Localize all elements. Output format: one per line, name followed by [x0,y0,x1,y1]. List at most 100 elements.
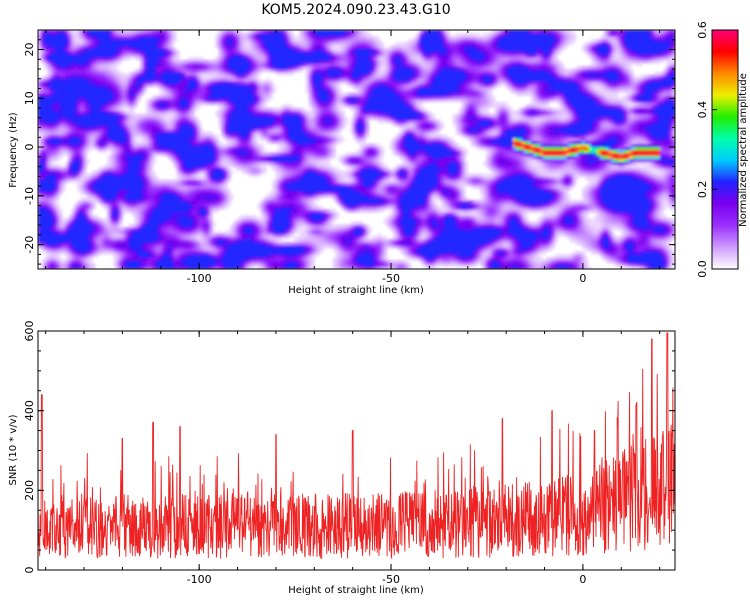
heatmap-cell [668,191,673,195]
heatmap-cell [278,209,282,213]
heatmap-cell [467,248,472,252]
heatmap-cell [518,257,523,261]
heatmap-cell [71,263,75,267]
heatmap-cell [101,239,105,243]
heatmap-cell [611,242,616,246]
heatmap-cell [491,209,496,213]
heatmap-cell [614,260,619,264]
heatmap-cell [647,194,652,198]
heatmap-cell [644,248,649,252]
heatmap-cell [284,266,288,269]
heatmap-cell [89,257,93,261]
heatmap-cell [368,230,373,234]
heatmap-cell [353,227,358,231]
heatmap-cell [578,227,583,231]
heatmap-cell [344,251,349,255]
heatmap-cell [314,191,319,195]
heatmap-cell [656,206,661,210]
heatmap-cell [260,257,264,261]
heatmap-cell [392,203,397,207]
heatmap-cell [647,206,652,210]
heatmap-cell [269,251,273,255]
heatmap-cell [626,221,631,225]
heatmap-cell [182,206,186,210]
heatmap-cell [551,194,556,198]
heatmap-cell [356,239,361,243]
heatmap-cell [425,242,430,246]
heatmap-cell [551,218,556,222]
heatmap-cell [194,194,198,198]
heatmap-cell [644,218,649,222]
heatmap-cell [206,194,210,198]
heatmap-cell [578,215,583,219]
heatmap-cell [161,254,165,258]
heatmap-cell [206,248,210,252]
heatmap-cell [641,242,646,246]
heatmap-cell [77,206,81,210]
heatmap-cell [542,242,547,246]
heatmap-cell [182,224,186,228]
heatmap-cell [461,245,466,249]
heatmap-cell [461,197,466,201]
heatmap-cell [458,260,463,264]
heatmap-cell [650,236,655,240]
heatmap-cell [389,221,394,225]
heatmap-cell [623,218,628,222]
heatmap-cell [245,224,249,228]
heatmap-cell [353,251,358,255]
heatmap-cell [107,191,111,195]
heatmap-cell [389,206,394,210]
heatmap-cell [458,248,463,252]
heatmap-cell [209,227,213,231]
heatmap-cell [512,203,517,207]
heatmap-cell [245,218,249,222]
heatmap-cell [605,251,610,255]
heatmap-cell [620,236,625,240]
heatmap-cell [455,200,460,204]
heatmap-cell [74,245,78,249]
heatmap-cell [62,221,66,225]
heatmap-cell [431,209,436,213]
heatmap-cell [296,218,301,222]
heatmap-cell [197,230,201,234]
heatmap-cell [596,191,601,195]
heatmap-cell [410,245,415,249]
heatmap-cell [308,224,313,228]
heatmap-cell [611,227,616,231]
heatmap-cell [635,197,640,201]
heatmap-cell [314,233,319,237]
heatmap-cell [527,203,532,207]
heatmap-cell [77,227,81,231]
heatmap-cell [332,263,337,267]
heatmap-cell [365,254,370,258]
heatmap-cell [635,212,640,216]
heatmap-cell [356,251,361,255]
heatmap-cell [311,236,316,240]
heatmap-cell [308,230,313,234]
heatmap-cell [299,236,304,240]
heatmap-cell [608,257,613,261]
heatmap-cell [365,194,370,198]
heatmap-cell [56,263,60,267]
heatmap-cell [440,209,445,213]
heatmap-cell [461,254,466,258]
heatmap-cell [188,257,192,261]
heatmap-cell [218,236,222,240]
heatmap-cell [434,242,439,246]
heatmap-cell [395,194,400,198]
heatmap-cell [251,251,255,255]
heatmap-cell [578,266,583,269]
heatmap-cell [398,248,403,252]
heatmap-cell [188,188,192,192]
heatmap-cell [86,257,90,261]
heatmap-cell [581,203,586,207]
heatmap-cell [428,197,433,201]
heatmap-cell [206,257,210,261]
heatmap-cell [287,263,291,267]
heatmap-cell [593,239,598,243]
heatmap-cell [539,224,544,228]
heatmap-cell [596,251,601,255]
heatmap-cell [449,221,454,225]
heatmap-cell [653,227,658,231]
heatmap-cell [374,206,379,210]
